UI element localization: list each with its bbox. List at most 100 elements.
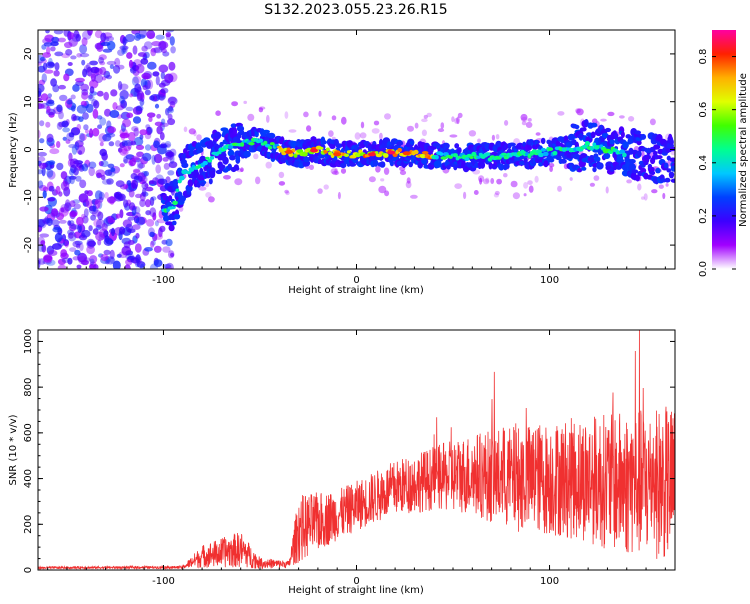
heatmap-speckle [75, 33, 81, 42]
snr-x-tick-label: 0 [353, 576, 359, 587]
heatmap-speckle [463, 191, 467, 200]
heatmap-speckle [134, 83, 142, 93]
heatmap-ridge-cell [243, 150, 251, 158]
heatmap-speckle [60, 203, 70, 213]
heatmap-speckle [42, 52, 52, 58]
heatmap-speckle [91, 99, 98, 107]
heatmap-ridge-core [169, 206, 176, 210]
heatmap-speckle [42, 190, 47, 199]
heatmap-ridge-cell [219, 141, 224, 147]
heatmap-ridge-core [485, 152, 491, 157]
heatmap-speckle [449, 134, 458, 138]
heatmap-speckle [90, 214, 96, 221]
heatmap-speckle [141, 181, 149, 190]
heatmap-speckle [60, 252, 69, 260]
heatmap-speckle [170, 252, 175, 258]
heatmap-ridge-cell [634, 130, 641, 135]
heatmap-speckle [56, 104, 63, 113]
heatmap-speckle [288, 129, 297, 133]
heatmap-speckle [168, 61, 176, 71]
heatmap-speckle [39, 218, 47, 229]
heatmap-speckle [45, 30, 50, 34]
heatmap-ridge-cell [408, 161, 414, 168]
heatmap-speckle [56, 141, 61, 148]
heatmap-speckle [38, 103, 45, 110]
heatmap-speckle [103, 237, 114, 246]
heatmap-speckle [66, 132, 75, 142]
heatmap-speckle [133, 76, 142, 84]
heatmap-ridge-core [440, 156, 447, 160]
heatmap-speckle [151, 154, 156, 165]
heatmap-speckle [456, 116, 460, 125]
heatmap-speckle [38, 244, 45, 252]
heatmap-ridge-cell [580, 127, 587, 132]
heatmap-ridge-cell [172, 220, 177, 226]
heatmap-speckle [50, 46, 56, 52]
heatmap-speckle [139, 98, 145, 106]
heatmap-ridge-cell [669, 173, 674, 179]
heatmap-speckle [89, 128, 93, 138]
heatmap-speckle [278, 181, 286, 186]
heatmap-speckle [127, 216, 135, 221]
heatmap-ridge-cell [168, 224, 175, 232]
heatmap-speckle [44, 69, 54, 74]
heatmap-speckle [39, 206, 49, 212]
heatmap-speckle [52, 226, 62, 233]
heatmap-speckle [69, 200, 76, 208]
heatmap-speckle [549, 166, 553, 173]
heatmap-speckle [109, 110, 120, 118]
heatmap-speckle [146, 219, 155, 227]
heatmap-speckle [65, 139, 71, 144]
snr-y-tick-label: 1000 [23, 329, 34, 354]
snr-xlabel: Height of straight line (km) [288, 585, 424, 596]
heatmap-speckle [407, 125, 414, 132]
heatmap-speckle [119, 45, 129, 50]
heatmap-speckle [144, 199, 151, 208]
heatmap-speckle [371, 128, 380, 134]
heatmap-ridge-core [552, 150, 558, 156]
heatmap-speckle [85, 62, 91, 73]
heatmap-speckle [99, 141, 104, 147]
heatmap-speckle [131, 155, 140, 161]
heatmap-speckle [134, 206, 141, 215]
heatmap-ridge-core [202, 160, 208, 166]
heatmap-peak [402, 151, 411, 156]
heatmap-speckle [109, 64, 114, 69]
heatmap-ridge-cell [233, 127, 238, 136]
heatmap-ridge-cell [670, 178, 675, 183]
heatmap-speckle [69, 168, 75, 176]
heatmap-speckle [78, 193, 89, 203]
heatmap-speckle [53, 70, 60, 77]
heatmap-ridge-cell [636, 150, 642, 158]
heatmap-speckle [63, 41, 73, 49]
heatmap-ridge-core [325, 147, 330, 152]
heatmap-speckle [383, 167, 390, 175]
snr-ylabel: SNR (10 * v/v) [8, 414, 19, 485]
heatmap-speckle [120, 131, 126, 141]
heatmap-speckle [38, 162, 47, 169]
heatmap-speckle [142, 152, 152, 162]
heatmap-speckle [520, 113, 528, 121]
heatmap-speckle [81, 259, 89, 266]
heatmap-speckle [153, 233, 163, 240]
heatmap-speckle [133, 175, 140, 180]
spectrogram-y-tick-label: 10 [23, 95, 34, 108]
heatmap-speckle [87, 240, 96, 247]
heatmap-speckle [86, 245, 95, 255]
heatmap-speckle [107, 40, 116, 51]
heatmap-speckle [284, 111, 289, 119]
heatmap-speckle [67, 62, 73, 66]
heatmap-peak [367, 152, 376, 157]
heatmap-ridge-cell [303, 156, 311, 163]
heatmap-speckle [127, 228, 136, 234]
heatmap-ridge-core [383, 153, 389, 158]
heatmap-speckle [135, 34, 146, 39]
heatmap-ridge-cell [543, 160, 549, 168]
heatmap-speckle [144, 144, 152, 151]
heatmap-speckle [457, 112, 463, 119]
heatmap-speckle [73, 167, 79, 176]
heatmap-speckle [57, 258, 66, 265]
heatmap-speckle [158, 143, 168, 149]
heatmap-speckle [67, 257, 73, 265]
heatmap-speckle [114, 191, 122, 200]
